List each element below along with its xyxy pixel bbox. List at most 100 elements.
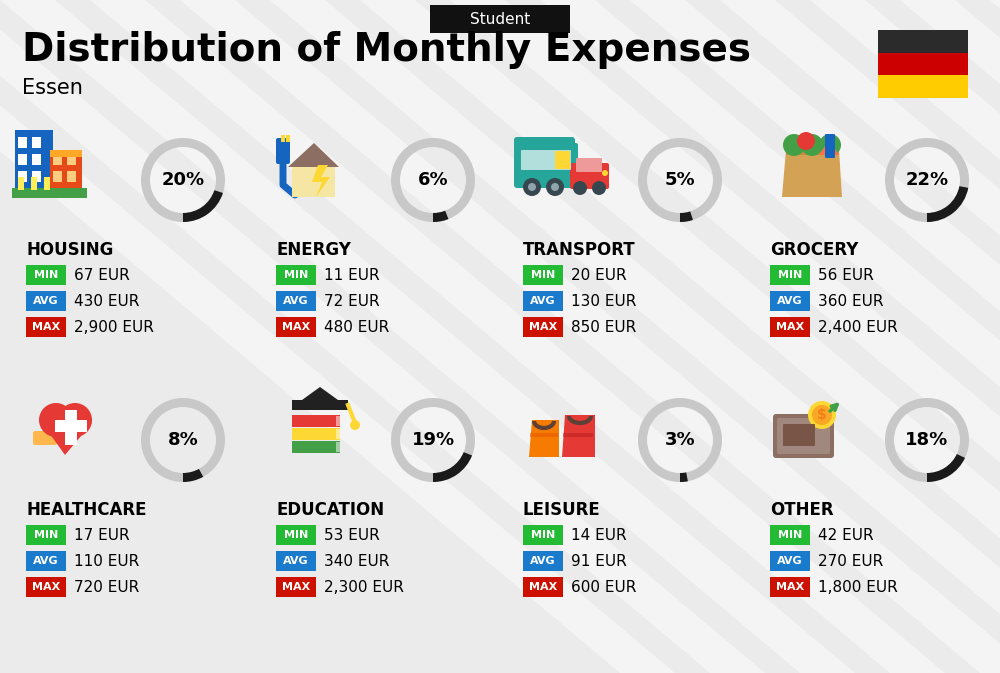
FancyBboxPatch shape [523,265,563,285]
Text: 42 EUR: 42 EUR [818,528,874,542]
FancyBboxPatch shape [65,410,77,445]
FancyBboxPatch shape [276,317,316,337]
FancyBboxPatch shape [523,551,563,571]
Polygon shape [360,0,1000,673]
Text: 20%: 20% [161,171,205,189]
Text: 3%: 3% [665,431,695,449]
Polygon shape [288,143,339,167]
FancyBboxPatch shape [26,265,66,285]
Circle shape [819,134,841,156]
Polygon shape [630,0,1000,673]
Wedge shape [141,138,225,222]
Text: OTHER: OTHER [770,501,834,519]
Text: Student: Student [470,11,530,26]
Text: MIN: MIN [34,530,58,540]
Wedge shape [391,398,475,482]
Text: 340 EUR: 340 EUR [324,553,389,569]
Text: MAX: MAX [529,582,557,592]
FancyBboxPatch shape [67,154,76,165]
Wedge shape [183,190,223,222]
Polygon shape [782,150,842,197]
FancyBboxPatch shape [55,420,87,432]
Text: 91 EUR: 91 EUR [571,553,627,569]
FancyBboxPatch shape [26,317,66,337]
FancyBboxPatch shape [67,171,76,182]
Text: TRANSPORT: TRANSPORT [523,241,636,259]
FancyBboxPatch shape [563,433,593,437]
Wedge shape [680,211,693,222]
FancyBboxPatch shape [18,171,27,182]
Wedge shape [885,138,969,222]
Wedge shape [391,138,475,222]
Polygon shape [819,140,839,155]
Wedge shape [885,398,969,482]
Text: 22%: 22% [905,171,949,189]
FancyBboxPatch shape [770,551,810,571]
Text: MIN: MIN [284,530,308,540]
Circle shape [783,134,805,156]
Polygon shape [810,0,1000,673]
FancyBboxPatch shape [292,400,348,410]
Text: 11 EUR: 11 EUR [324,267,380,283]
FancyBboxPatch shape [878,52,968,75]
Text: 850 EUR: 850 EUR [571,320,636,334]
Circle shape [551,183,559,191]
Polygon shape [0,0,765,673]
Text: 67 EUR: 67 EUR [74,267,130,283]
FancyBboxPatch shape [777,418,830,454]
Circle shape [808,401,836,429]
Circle shape [350,420,360,430]
Text: 270 EUR: 270 EUR [818,553,883,569]
Text: 17 EUR: 17 EUR [74,528,130,542]
FancyBboxPatch shape [292,428,340,440]
Text: 53 EUR: 53 EUR [324,528,380,542]
Text: 2,900 EUR: 2,900 EUR [74,320,154,334]
FancyBboxPatch shape [773,414,834,458]
Text: Essen: Essen [22,78,83,98]
Text: AVG: AVG [33,296,59,306]
Polygon shape [990,0,1000,673]
Text: ENERGY: ENERGY [276,241,351,259]
FancyBboxPatch shape [770,577,810,597]
FancyBboxPatch shape [281,135,285,142]
Text: HEALTHCARE: HEALTHCARE [26,501,146,519]
Text: MAX: MAX [776,582,804,592]
Text: MAX: MAX [32,582,60,592]
FancyBboxPatch shape [292,415,340,427]
FancyBboxPatch shape [26,291,66,311]
Circle shape [546,178,564,196]
Circle shape [58,403,92,437]
FancyBboxPatch shape [50,150,82,157]
Text: AVG: AVG [530,296,556,306]
Wedge shape [433,452,472,482]
FancyBboxPatch shape [44,177,50,190]
Text: 19%: 19% [411,431,455,449]
FancyBboxPatch shape [53,171,62,182]
FancyBboxPatch shape [521,150,571,170]
Text: 56 EUR: 56 EUR [818,267,874,283]
Wedge shape [183,469,203,482]
FancyBboxPatch shape [336,442,340,452]
Text: AVG: AVG [777,296,803,306]
Text: 2,400 EUR: 2,400 EUR [818,320,898,334]
Wedge shape [433,211,448,222]
FancyBboxPatch shape [276,291,316,311]
Text: MIN: MIN [531,270,555,280]
Circle shape [602,170,608,176]
Text: LEISURE: LEISURE [523,501,601,519]
Wedge shape [141,398,225,482]
Text: 18%: 18% [905,431,949,449]
Text: 130 EUR: 130 EUR [571,293,636,308]
FancyBboxPatch shape [878,30,968,52]
FancyBboxPatch shape [276,265,316,285]
FancyBboxPatch shape [15,130,53,190]
Polygon shape [720,0,1000,673]
FancyBboxPatch shape [26,577,66,597]
Text: Distribution of Monthly Expenses: Distribution of Monthly Expenses [22,31,751,69]
FancyBboxPatch shape [514,137,575,188]
Polygon shape [270,0,1000,673]
FancyBboxPatch shape [26,551,66,571]
Text: AVG: AVG [530,556,556,566]
FancyBboxPatch shape [523,317,563,337]
FancyBboxPatch shape [530,433,558,437]
